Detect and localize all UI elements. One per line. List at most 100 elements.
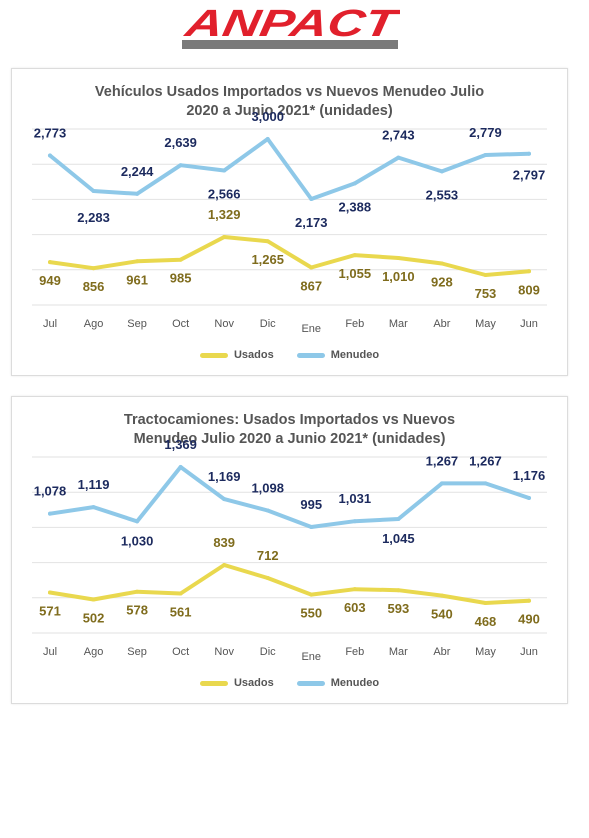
- legend-label-usados: Usados: [233, 349, 274, 361]
- data-label-menudeo: 2,743: [382, 128, 415, 143]
- x-tick-label: Dic: [260, 646, 276, 658]
- legend-swatch-menudeo: [296, 352, 325, 358]
- data-label-usados: 550: [300, 606, 322, 621]
- data-point-menudeo: [527, 495, 531, 500]
- data-label-usados: 961: [126, 272, 148, 287]
- data-label-menudeo: 2,388: [339, 199, 372, 214]
- legend-item-usados: Usados: [199, 677, 274, 689]
- x-tick-label: Feb: [345, 318, 364, 330]
- data-label-menudeo: 3,000: [251, 109, 284, 124]
- data-point-menudeo: [135, 191, 140, 196]
- chart-title: Vehículos Usados Importados vs Nuevos Me…: [94, 84, 485, 119]
- x-tick-label: Ago: [84, 318, 104, 330]
- data-point-usados: [439, 261, 444, 266]
- data-label-usados: 468: [475, 614, 497, 629]
- data-point-usados: [135, 259, 140, 264]
- x-tick-label: Ago: [84, 646, 104, 658]
- data-label-usados: 561: [170, 604, 192, 619]
- data-point-usados: [48, 260, 52, 265]
- data-label-menudeo: 2,244: [121, 164, 154, 179]
- data-point-menudeo: [178, 163, 183, 168]
- data-label-usados: 1,265: [251, 252, 284, 267]
- data-point-usados: [483, 601, 488, 605]
- data-point-usados: [178, 257, 183, 262]
- data-label-menudeo: 1,030: [121, 533, 154, 548]
- data-label-menudeo: 1,031: [339, 491, 372, 506]
- data-point-menudeo: [396, 516, 401, 521]
- legend-swatch-usados: [199, 680, 228, 686]
- data-point-usados: [222, 235, 227, 239]
- data-point-usados: [527, 269, 531, 274]
- data-label-menudeo: 2,283: [77, 210, 110, 225]
- data-label-menudeo: 1,119: [78, 477, 110, 492]
- legend-swatch-menudeo: [296, 680, 325, 686]
- data-label-usados: 1,055: [339, 266, 372, 281]
- data-point-usados: [309, 265, 314, 270]
- data-label-usados: 502: [83, 611, 105, 626]
- x-tick-label: May: [475, 646, 496, 658]
- x-tick-label: Feb: [345, 646, 364, 658]
- data-point-menudeo: [222, 168, 227, 173]
- x-tick-label: Jun: [520, 646, 538, 658]
- data-point-usados: [396, 588, 401, 593]
- x-tick-label: Mar: [389, 646, 408, 658]
- chart-panel-vehiculos: Vehículos Usados Importados vs Nuevos Me…: [11, 68, 568, 376]
- data-label-menudeo: 1,098: [251, 480, 284, 495]
- series-line-menudeo: [48, 465, 531, 529]
- data-label-usados: 867: [300, 278, 322, 293]
- x-tick-label: May: [475, 318, 496, 330]
- chart-panel-tractocamiones: Tractocamiones: Usados Importados vs Nue…: [11, 396, 568, 704]
- chart-legend: Usados Menudeo: [12, 677, 567, 689]
- data-point-menudeo: [352, 181, 357, 186]
- series-line-usados: [48, 235, 531, 277]
- data-label-usados: 856: [83, 279, 105, 294]
- data-point-menudeo: [396, 155, 401, 160]
- data-point-menudeo: [222, 497, 227, 502]
- data-point-usados: [265, 239, 270, 244]
- data-label-menudeo: 1,078: [34, 484, 67, 499]
- data-point-usados: [48, 590, 52, 595]
- x-tick-label: Jul: [43, 318, 57, 330]
- data-label-usados: 603: [344, 600, 366, 615]
- data-point-menudeo: [309, 525, 314, 529]
- series-line-usados: [48, 563, 531, 605]
- data-label-usados: 928: [431, 274, 453, 289]
- data-label-usados: 712: [257, 548, 279, 563]
- legend-swatch-usados: [199, 352, 228, 358]
- data-label-usados: 593: [388, 601, 410, 616]
- data-label-usados: 753: [475, 286, 497, 301]
- data-label-menudeo: 2,173: [295, 215, 328, 230]
- legend-label-menudeo: Menudeo: [330, 677, 380, 689]
- data-label-usados: 578: [126, 603, 148, 618]
- data-point-usados: [439, 593, 444, 598]
- data-label-menudeo: 1,045: [382, 531, 415, 546]
- data-point-usados: [91, 266, 96, 271]
- data-point-menudeo: [135, 519, 140, 524]
- data-point-menudeo: [91, 189, 96, 194]
- data-point-usados: [352, 587, 357, 592]
- data-point-usados: [309, 592, 314, 597]
- series-line-menudeo: [48, 137, 531, 201]
- x-tick-label: Jul: [43, 646, 57, 658]
- data-point-menudeo: [91, 505, 96, 510]
- legend-item-menudeo: Menudeo: [296, 677, 380, 689]
- legend-item-usados: Usados: [199, 349, 274, 361]
- data-label-menudeo: 2,553: [426, 187, 459, 202]
- data-label-usados: 571: [39, 603, 61, 618]
- data-label-menudeo: 2,779: [469, 125, 502, 140]
- data-point-menudeo: [48, 511, 52, 516]
- data-label-menudeo: 2,639: [164, 135, 197, 150]
- data-point-menudeo: [439, 481, 444, 486]
- legend-label-menudeo: Menudeo: [330, 349, 380, 361]
- data-point-usados: [352, 253, 357, 258]
- data-label-usados: 985: [170, 271, 192, 286]
- x-tick-label: Abr: [433, 318, 450, 330]
- data-label-menudeo: 1,169: [208, 469, 241, 484]
- data-point-usados: [483, 273, 488, 277]
- data-point-menudeo: [483, 481, 488, 486]
- data-point-menudeo: [483, 153, 488, 158]
- data-point-usados: [222, 563, 227, 567]
- x-tick-label: Jun: [520, 318, 538, 330]
- data-point-usados: [396, 256, 401, 261]
- x-tick-label: Mar: [389, 318, 408, 330]
